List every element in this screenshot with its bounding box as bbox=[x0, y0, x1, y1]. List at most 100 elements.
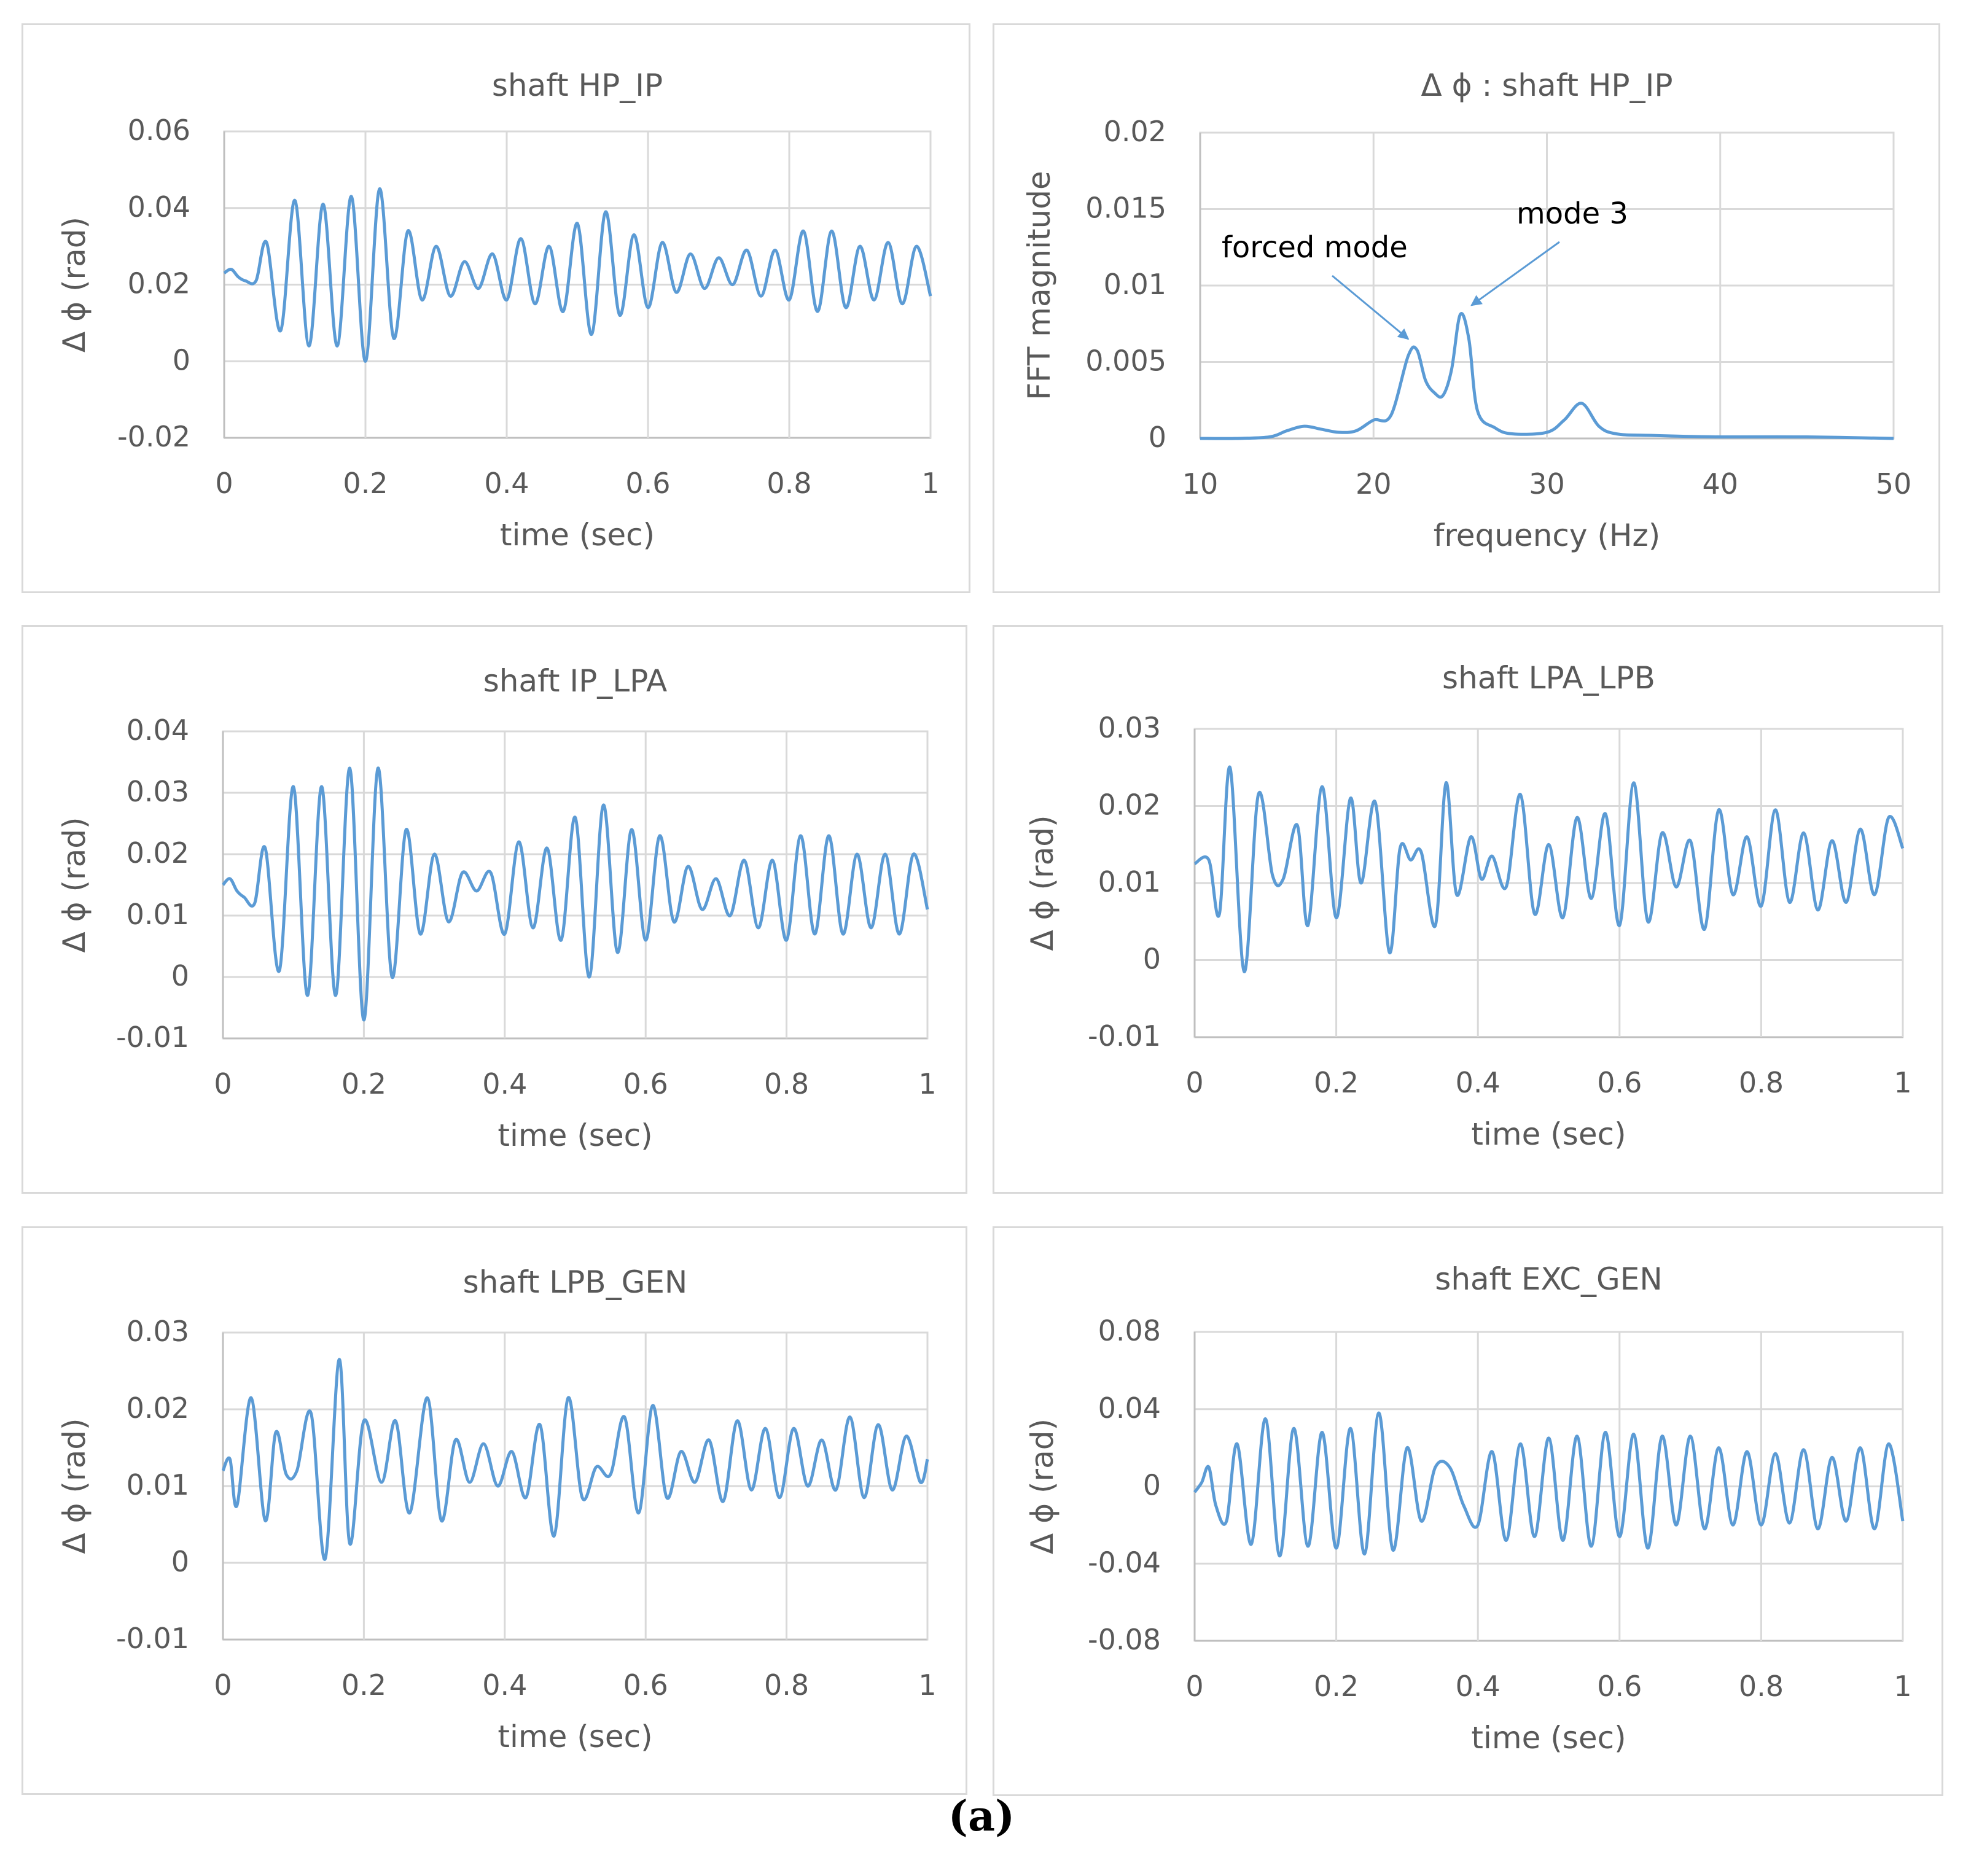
fft-ytick-0: 0 bbox=[1149, 421, 1166, 454]
panel-exc-gen: -0.08 -0.04 0 0.04 0.08 0 0.2 0.4 0.6 0.8 1 shaft E… bbox=[993, 1226, 1943, 1796]
hp-ip-ylabel: Δ ϕ (rad) bbox=[57, 217, 92, 352]
panel-hp-ip: -0.02 0 0.02 0.04 0.06 0 0.2 0.4 0.6 0.8 1 shaft HP… bbox=[21, 23, 970, 593]
hp-ip-ytick-0-04: 0.04 bbox=[128, 190, 190, 224]
lpa-lpb-ytick-0-02: 0.02 bbox=[1098, 788, 1161, 822]
lpa-lpb-ylabel: Δ ϕ (rad) bbox=[1024, 815, 1060, 951]
ip-lpa-title: shaft IP_LPA bbox=[483, 663, 668, 699]
lpb-gen-xtick-0-4: 0.4 bbox=[482, 1668, 527, 1702]
hp-ip-xtick-1: 1 bbox=[921, 467, 939, 500]
lpa-lpb-ytick-0-01: 0.01 bbox=[1098, 865, 1161, 898]
fft-ytick-0-015: 0.015 bbox=[1085, 192, 1166, 225]
lpb-gen-ytick-0-03: 0.03 bbox=[127, 1315, 189, 1348]
chart-exc-gen: -0.08 -0.04 0 0.04 0.08 0 0.2 0.4 0.6 0.8 1 shaft E… bbox=[1024, 1261, 1912, 1756]
lpa-lpb-xtick-0: 0 bbox=[1185, 1066, 1203, 1099]
lpa-lpb-xtick-0-4: 0.4 bbox=[1456, 1066, 1501, 1099]
hp-ip-xtick-0-8: 0.8 bbox=[767, 467, 811, 500]
exc-gen-series-line-0 bbox=[1193, 1411, 1905, 1558]
fft-title: Δ ϕ : shaft HP_IP bbox=[1421, 68, 1673, 103]
hp-ip-title: shaft HP_IP bbox=[492, 68, 663, 103]
exc-gen-xtick-0-2: 0.2 bbox=[1314, 1670, 1359, 1703]
lpb-gen-ytick-0-01: 0.01 bbox=[127, 1468, 189, 1501]
fft-ytick-0-02: 0.02 bbox=[1104, 115, 1166, 148]
fft-xtick-10: 10 bbox=[1182, 467, 1219, 500]
exc-gen-xlabel: time (sec) bbox=[1471, 1720, 1626, 1756]
lpa-lpb-series-line-0 bbox=[1193, 765, 1905, 973]
ip-lpa-series-line-0 bbox=[222, 766, 929, 1022]
chart-fft-hp-ip: 0 0.005 0.01 0.015 0.02 10 20 30 40 50 Δ ϕ : shaft… bbox=[1021, 68, 1912, 553]
fft-xtick-20: 20 bbox=[1356, 467, 1392, 500]
exc-gen-ytick-0: 0 bbox=[1143, 1469, 1161, 1502]
lpb-gen-ytick-0-02: 0.02 bbox=[127, 1391, 189, 1425]
ip-lpa-xtick-0-4: 0.4 bbox=[482, 1067, 527, 1100]
panel-ip-lpa: -0.01 0 0.01 0.02 0.03 0.04 0 0.2 0.4 0.6 0.8 1 shaf… bbox=[21, 625, 967, 1194]
fft-ytick-0-01: 0.01 bbox=[1104, 268, 1166, 301]
exc-gen-xtick-0-6: 0.6 bbox=[1597, 1670, 1642, 1703]
hp-ip-ytick-0-02: -0.02 bbox=[117, 420, 190, 453]
ip-lpa-xtick-1: 1 bbox=[918, 1067, 936, 1100]
hp-ip-xtick-0-6: 0.6 bbox=[625, 467, 670, 500]
lpa-lpb-xtick-0-8: 0.8 bbox=[1739, 1066, 1784, 1099]
exc-gen-ytick-0-04: 0.04 bbox=[1098, 1391, 1161, 1425]
lpb-gen-xtick-0-6: 0.6 bbox=[623, 1668, 668, 1702]
chart-lpa-lpb: -0.01 0 0.01 0.02 0.03 0 0.2 0.4 0.6 0.8 1 shaft LP… bbox=[1024, 660, 1912, 1152]
lpa-lpb-ytick-0-03: 0.03 bbox=[1098, 711, 1161, 744]
hp-ip-xtick-0-4: 0.4 bbox=[484, 467, 529, 500]
lpa-lpb-xtick-0-2: 0.2 bbox=[1314, 1066, 1359, 1099]
ip-lpa-ylabel: Δ ϕ (rad) bbox=[57, 817, 92, 953]
lpb-gen-xlabel: time (sec) bbox=[498, 1719, 652, 1754]
ip-lpa-ytick-0-02: 0.02 bbox=[127, 836, 189, 870]
fft-annotation-mode-3: mode 3 bbox=[1516, 197, 1628, 231]
panel-lpa-lpb: -0.01 0 0.01 0.02 0.03 0 0.2 0.4 0.6 0.8 1 shaft LP… bbox=[993, 625, 1943, 1194]
ip-lpa-xtick-0: 0 bbox=[214, 1067, 232, 1100]
ip-lpa-xtick-0-8: 0.8 bbox=[764, 1067, 809, 1100]
ip-lpa-ytick-0-01: -0.01 bbox=[116, 1021, 189, 1054]
ip-lpa-ytick-0-04: 0.04 bbox=[127, 714, 189, 747]
fft-xtick-40: 40 bbox=[1702, 467, 1738, 500]
fft-annotation-forced-mode: forced mode bbox=[1222, 230, 1408, 265]
hp-ip-xtick-0-2: 0.2 bbox=[343, 467, 388, 500]
ip-lpa-xlabel: time (sec) bbox=[498, 1118, 652, 1153]
fft-ytick-0-005: 0.005 bbox=[1085, 344, 1166, 378]
chart-lpb-gen: -0.01 0 0.01 0.02 0.03 0 0.2 0.4 0.6 0.8 1 shaft LP… bbox=[57, 1264, 937, 1754]
chart-ip-lpa: -0.01 0 0.01 0.02 0.03 0.04 0 0.2 0.4 0.6 0.8 1 shaf… bbox=[57, 663, 937, 1153]
hp-ip-ytick-0-02: 0.02 bbox=[128, 267, 190, 300]
exc-gen-xtick-1: 1 bbox=[1894, 1670, 1911, 1703]
fft-ylabel: FFT magnitude bbox=[1021, 171, 1057, 400]
hp-ip-ytick-0-06: 0.06 bbox=[128, 114, 190, 147]
exc-gen-ylabel: Δ ϕ (rad) bbox=[1024, 1419, 1060, 1554]
hp-ip-xtick-0: 0 bbox=[215, 467, 233, 500]
lpb-gen-ylabel: Δ ϕ (rad) bbox=[57, 1419, 92, 1554]
exc-gen-xtick-0: 0 bbox=[1185, 1670, 1203, 1703]
lpa-lpb-ytick-0: 0 bbox=[1143, 943, 1161, 976]
lpa-lpb-ytick-0-01: -0.01 bbox=[1088, 1019, 1161, 1053]
lpa-lpb-xtick-1: 1 bbox=[1894, 1066, 1911, 1099]
lpb-gen-series-line-0 bbox=[221, 1358, 929, 1561]
ip-lpa-ytick-0-03: 0.03 bbox=[127, 775, 189, 808]
exc-gen-xtick-0-4: 0.4 bbox=[1456, 1670, 1501, 1703]
lpb-gen-xtick-1: 1 bbox=[918, 1668, 936, 1702]
exc-gen-xtick-0-8: 0.8 bbox=[1739, 1670, 1784, 1703]
fft-annotation-arrow-forced-mode bbox=[1332, 274, 1410, 340]
figure-caption: (a) bbox=[948, 1792, 1015, 1841]
hp-ip-series-line-0 bbox=[223, 187, 932, 363]
lpa-lpb-title: shaft LPA_LPB bbox=[1442, 660, 1655, 696]
lpa-lpb-xtick-0-6: 0.6 bbox=[1597, 1066, 1642, 1099]
chart-hp-ip: -0.02 0 0.02 0.04 0.06 0 0.2 0.4 0.6 0.8 1 shaft HP… bbox=[57, 68, 940, 553]
lpb-gen-xtick-0: 0 bbox=[214, 1668, 232, 1702]
exc-gen-ytick-0-08: 0.08 bbox=[1098, 1314, 1161, 1347]
ip-lpa-xtick-0-6: 0.6 bbox=[623, 1067, 668, 1100]
fft-annotation-arrow-mode-3 bbox=[1470, 241, 1560, 306]
exc-gen-ytick-0-04: -0.04 bbox=[1088, 1546, 1161, 1579]
lpa-lpb-xlabel: time (sec) bbox=[1471, 1116, 1626, 1152]
hp-ip-ytick-0: 0 bbox=[173, 343, 190, 376]
lpb-gen-ytick-0: 0 bbox=[171, 1545, 189, 1578]
lpb-gen-xtick-0-2: 0.2 bbox=[341, 1668, 386, 1702]
ip-lpa-ytick-0: 0 bbox=[171, 959, 189, 992]
lpb-gen-ytick-0-01: -0.01 bbox=[116, 1622, 189, 1655]
ip-lpa-ytick-0-01: 0.01 bbox=[127, 898, 189, 931]
panel-lpb-gen: -0.01 0 0.01 0.02 0.03 0 0.2 0.4 0.6 0.8 1 shaft LP… bbox=[21, 1226, 967, 1795]
fft-series-line-0 bbox=[1200, 312, 1894, 440]
fft-xlabel: frequency (Hz) bbox=[1434, 518, 1661, 553]
fft-xtick-50: 50 bbox=[1876, 467, 1912, 500]
fft-xtick-30: 30 bbox=[1529, 467, 1565, 500]
